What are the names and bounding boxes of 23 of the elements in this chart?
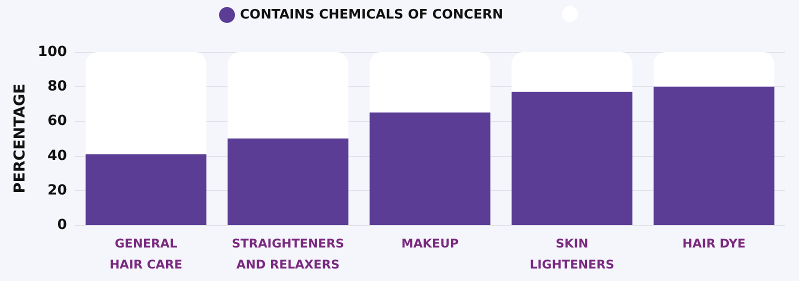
- x-tick-label: MAKEUP: [401, 236, 459, 250]
- y-tick-label: 80: [48, 78, 68, 95]
- x-tick-label: STRAIGHTENERS AND RELAXERS: [232, 236, 344, 272]
- bar: [512, 92, 632, 225]
- bar: [654, 86, 774, 225]
- y-tick-label: 60: [48, 113, 68, 130]
- x-tick-label: SKIN LIGHTENERS: [530, 236, 614, 272]
- bar: [228, 52, 348, 138]
- x-tick-label: GENERAL HAIR CARE: [110, 236, 182, 272]
- bar: [512, 52, 632, 92]
- y-axis-title: PERCENTAGE: [10, 84, 28, 194]
- bar: [370, 112, 490, 225]
- y-tick-label: 40: [48, 148, 68, 164]
- bar: [228, 138, 348, 225]
- y-tick-label: 20: [48, 182, 68, 198]
- bar: [370, 52, 490, 113]
- y-tick-label: 100: [38, 44, 68, 60]
- legend-label: CONTAINS CHEMICALS OF CONCERN: [240, 8, 504, 22]
- y-tick-label: 0: [57, 217, 68, 233]
- bar: [86, 52, 206, 154]
- x-tick-label: HAIR DYE: [682, 236, 746, 250]
- bar: [654, 52, 774, 87]
- bar: [86, 154, 206, 225]
